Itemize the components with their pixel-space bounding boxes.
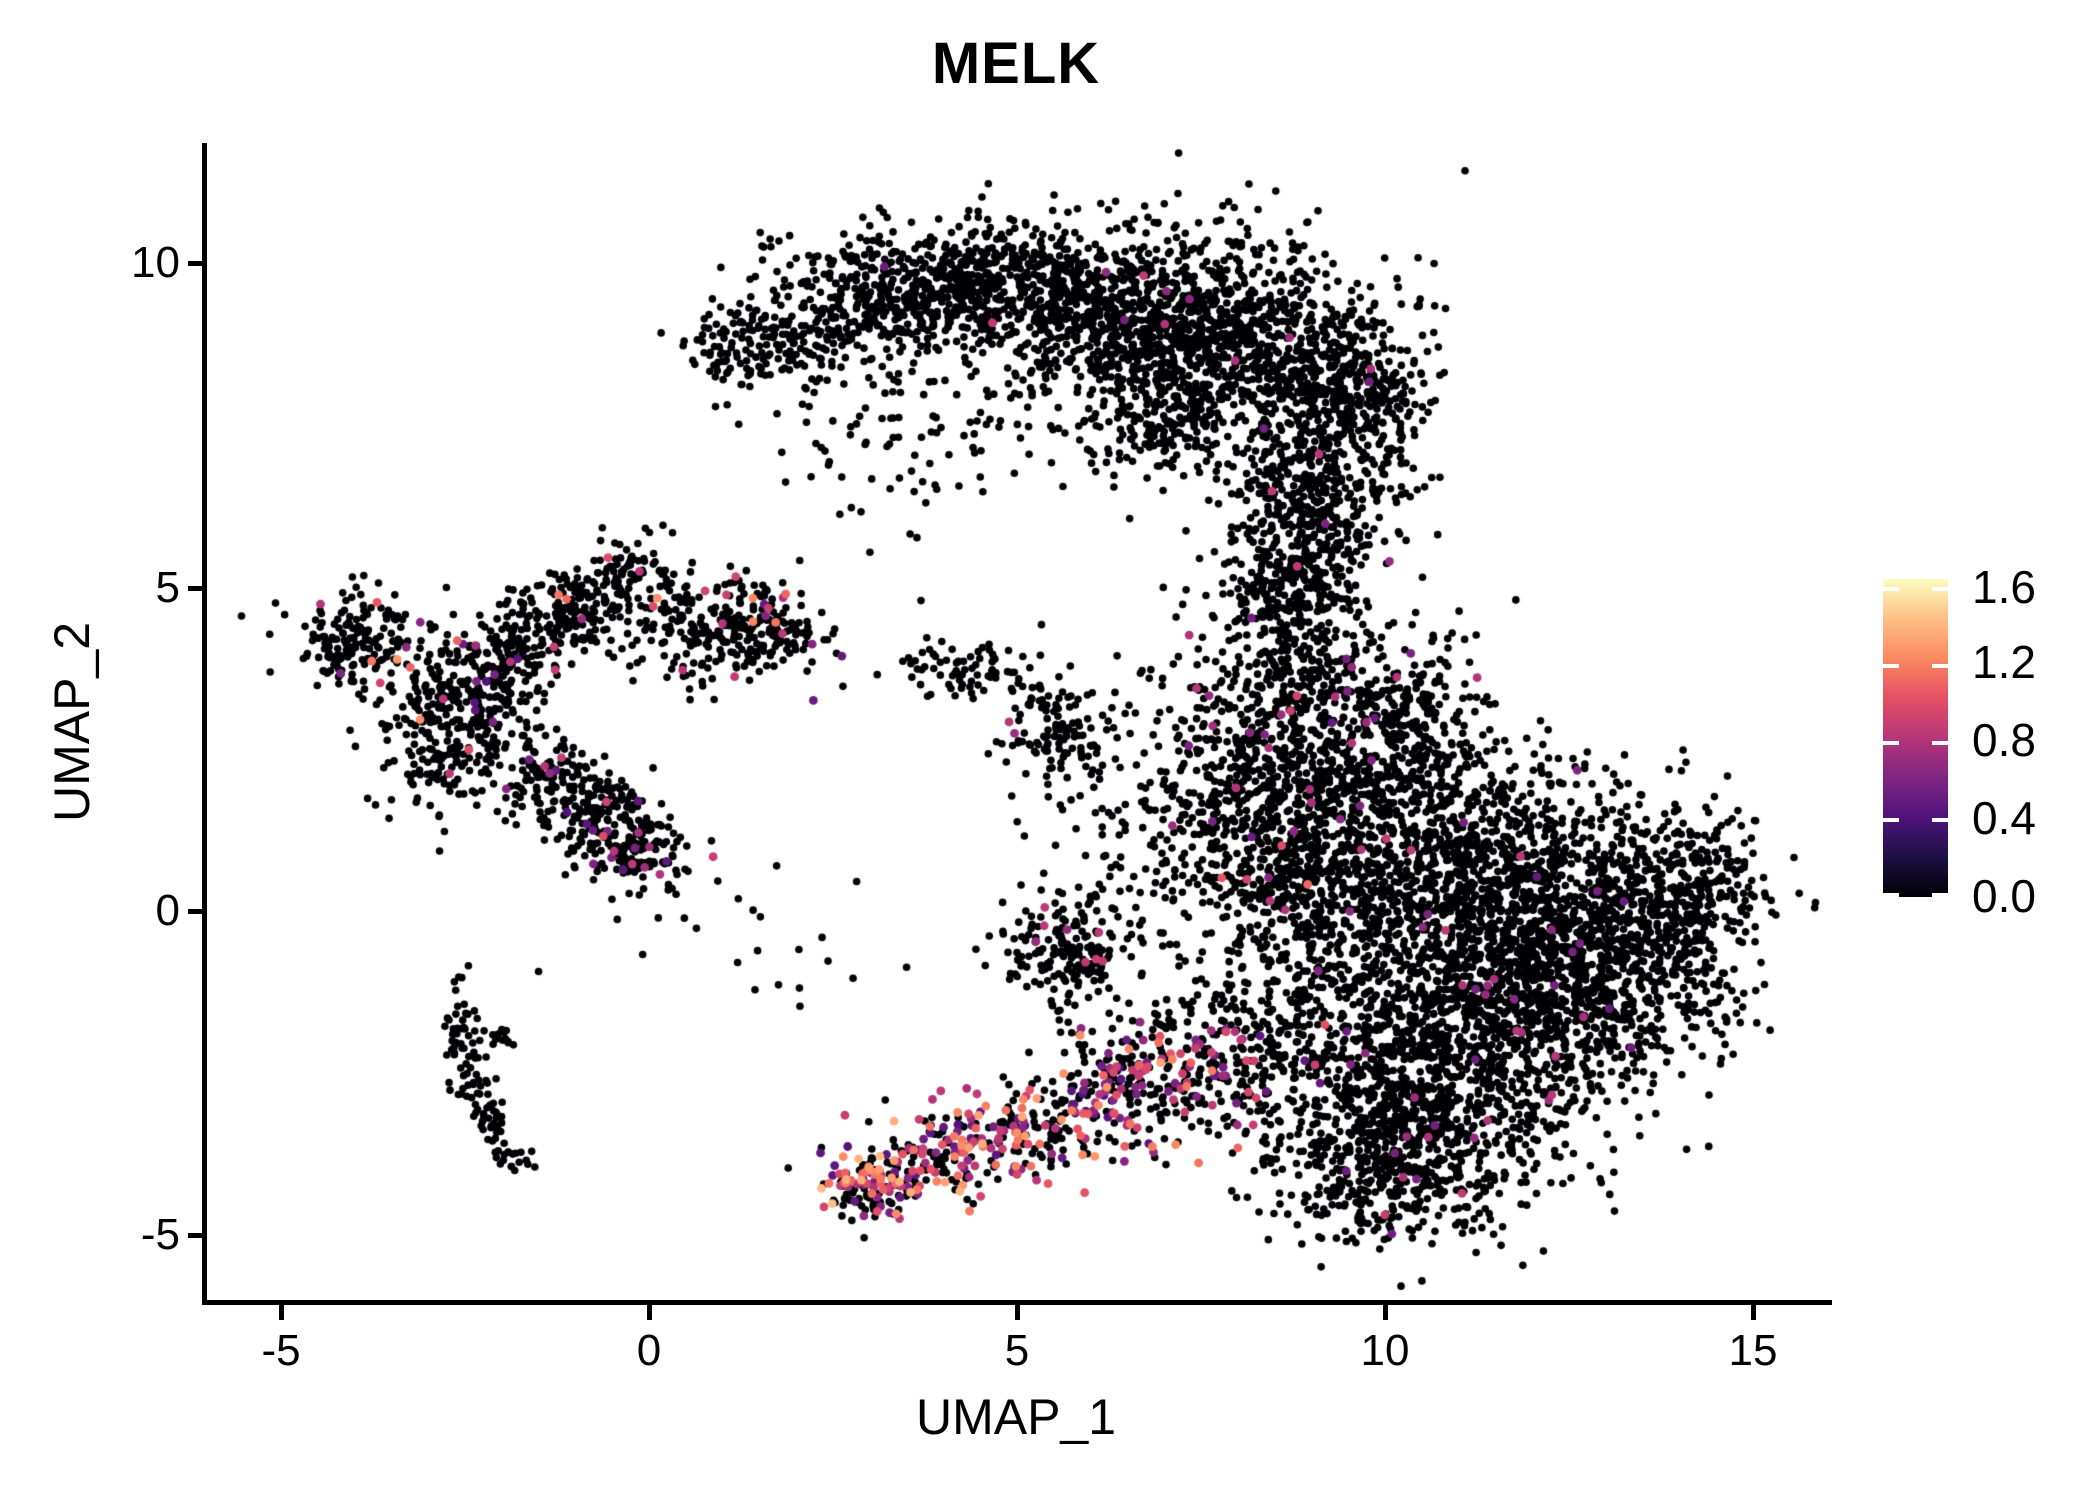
x-tick-mark (1383, 1305, 1388, 1320)
colorbar-label: 0.0 (1972, 870, 2036, 922)
colorbar-label: 0.8 (1972, 714, 2036, 766)
y-tick-mark (188, 261, 203, 266)
x-tick-label: 15 (1728, 1326, 1778, 1375)
y-axis-line (202, 143, 207, 1305)
y-tick-label: 0 (155, 886, 180, 935)
y-axis-title: UMAP_2 (44, 621, 100, 823)
colorbar-tick-mark (1883, 740, 1899, 745)
colorbar-tick-mark (1932, 740, 1948, 745)
y-tick-mark (188, 1233, 203, 1238)
x-tick-label: -5 (261, 1326, 301, 1375)
y-tick-label: -5 (140, 1210, 180, 1259)
colorbar-tick-mark (1883, 817, 1899, 822)
colorbar-tick-mark (1932, 586, 1948, 591)
x-tick-mark (1015, 1305, 1020, 1320)
colorbar-label: 1.6 (1972, 561, 2036, 613)
y-tick-label: 10 (131, 238, 180, 287)
plot-title: MELK (931, 31, 1101, 96)
colorbar-tick-mark (1883, 586, 1899, 591)
x-axis-title: UMAP_1 (915, 1389, 1117, 1445)
x-axis-line (202, 1300, 1832, 1305)
x-tick-mark (279, 1305, 284, 1320)
colorbar-gradient (1883, 579, 1948, 897)
y-tick-mark (188, 909, 203, 914)
y-tick-label: 5 (155, 563, 180, 612)
x-tick-mark (647, 1305, 652, 1320)
colorbar-tick-mark (1883, 663, 1899, 668)
colorbar-tick-mark (1932, 893, 1948, 897)
colorbar-tick-mark (1883, 893, 1899, 897)
colorbar-tick-mark (1932, 817, 1948, 822)
x-tick-label: 5 (1004, 1326, 1030, 1375)
x-tick-mark (1751, 1305, 1756, 1320)
colorbar-tick-mark (1932, 663, 1948, 668)
y-tick-mark (188, 586, 203, 591)
x-tick-label: 0 (636, 1326, 662, 1375)
x-tick-label: 10 (1360, 1326, 1410, 1375)
colorbar-label: 0.4 (1972, 792, 2036, 844)
colorbar-label: 1.2 (1972, 636, 2036, 688)
